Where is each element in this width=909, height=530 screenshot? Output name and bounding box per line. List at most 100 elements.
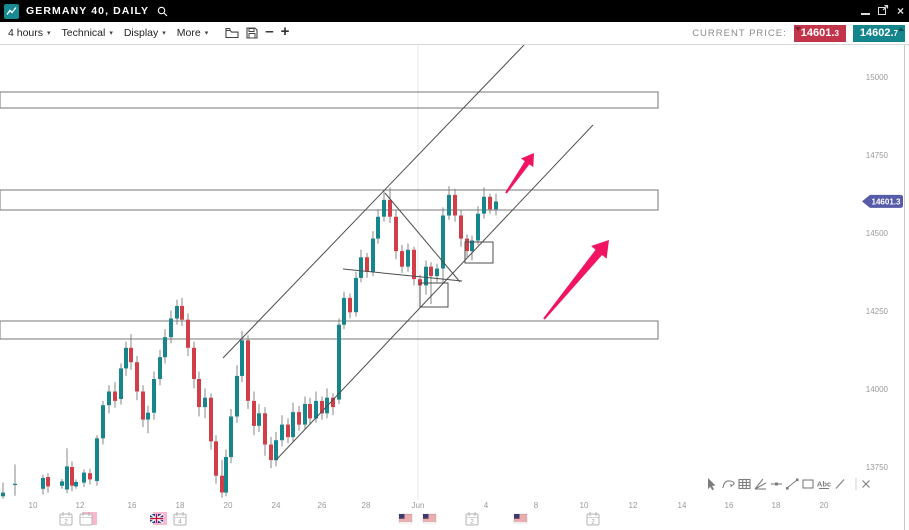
trendline-icon[interactable]: [786, 478, 799, 490]
candle-body: [240, 340, 244, 376]
supply-demand-zone[interactable]: [0, 91, 659, 109]
chevron-down-icon: ▾: [204, 30, 209, 37]
drawn-rectangle[interactable]: [464, 241, 494, 264]
candle-body: [197, 379, 201, 408]
drawn-arrow[interactable]: [543, 240, 609, 320]
time-axis-label: 20: [224, 501, 233, 510]
candle-body: [119, 368, 123, 399]
candle-body: [429, 266, 433, 277]
arrow-down-icon: [794, 26, 801, 31]
candle-body: [192, 347, 196, 379]
current-price-tag: 14601.3: [862, 194, 903, 208]
chevron-down-icon: ▾: [109, 30, 113, 37]
curved-arrow-icon[interactable]: [722, 480, 735, 489]
calendar-event-icon[interactable]: 2: [59, 512, 73, 526]
candle-body: [314, 400, 318, 419]
candle-body: [224, 457, 228, 493]
technical-menu[interactable]: Technical ▾: [61, 27, 113, 39]
uk-flag-icon[interactable]: [149, 512, 167, 525]
trendline[interactable]: [384, 192, 461, 283]
candle-body: [269, 444, 273, 461]
time-axis-label: 26: [318, 501, 327, 510]
candle-body: [113, 391, 117, 401]
buy-price-badge[interactable]: 14602.7: [852, 24, 905, 42]
cursor-pen-icon[interactable]: [708, 478, 716, 491]
time-axis[interactable]: 10 12 16 18 20 24 26 28 Jun 4 8 10 12 14 16 18 20: [29, 501, 829, 510]
candle-body: [376, 216, 380, 239]
close-button[interactable]: ×: [896, 4, 904, 18]
candle-body: [60, 481, 64, 486]
close-icon[interactable]: [862, 480, 870, 488]
text-icon[interactable]: Abc: [817, 480, 831, 490]
popout-icon[interactable]: [877, 2, 889, 20]
candle-body: [13, 483, 17, 485]
trendline[interactable]: [342, 268, 463, 282]
us-flag-icon[interactable]: [513, 513, 528, 524]
time-axis-label: 12: [629, 501, 638, 510]
grid-icon[interactable]: [738, 478, 751, 490]
candle-body: [459, 215, 463, 239]
calendar-event-icon[interactable]: [79, 512, 97, 526]
price-axis[interactable]: 15000 14750 14500 14250 14000 13750: [866, 73, 889, 472]
chart-title: GERMANY 40, DAILY: [26, 5, 150, 17]
search-icon[interactable]: [157, 6, 168, 17]
candle-body: [274, 440, 278, 461]
candle-body: [424, 266, 428, 286]
zoom-in-button[interactable]: +: [280, 23, 290, 40]
zoom-out-button[interactable]: –: [265, 23, 274, 40]
time-axis-label: 16: [128, 501, 137, 510]
display-menu[interactable]: Display ▾: [123, 27, 166, 39]
calendar-event-icon[interactable]: 2: [586, 512, 600, 526]
candle-body: [342, 297, 346, 325]
candle-body: [146, 412, 150, 420]
horizontal-line-icon[interactable]: [771, 482, 782, 486]
candle-body: [388, 199, 392, 217]
drawn-arrow[interactable]: [505, 153, 534, 194]
sell-price-badge[interactable]: 14601.3: [793, 24, 846, 42]
trendline[interactable]: [275, 124, 594, 461]
folder-icon[interactable]: [225, 27, 239, 39]
calendar-event-icon[interactable]: 4: [173, 512, 187, 526]
calendar-event-icon[interactable]: 2: [465, 512, 479, 526]
candle-body: [124, 347, 128, 369]
us-flag-icon[interactable]: [398, 513, 413, 524]
arrow-up-icon: [898, 26, 904, 31]
candle-body: [382, 199, 386, 217]
save-icon[interactable]: [246, 27, 258, 39]
timeframe-dropdown[interactable]: 4 hours ▾: [8, 27, 51, 39]
diagonal-line-icon[interactable]: [835, 479, 845, 489]
supply-demand-zone[interactable]: [0, 189, 659, 211]
candle-body: [101, 405, 105, 439]
minimize-button[interactable]: [860, 13, 870, 15]
price-axis-label: 13750: [866, 463, 889, 472]
candle-body: [220, 475, 224, 493]
price-axis-label: 14250: [866, 307, 889, 316]
rectangle-icon[interactable]: [802, 479, 814, 489]
time-axis-label: 16: [725, 501, 734, 510]
drawn-rectangle[interactable]: [419, 282, 449, 308]
us-flag-icon[interactable]: [422, 513, 437, 524]
candle-body: [400, 251, 404, 267]
candle-body: [214, 441, 218, 476]
candle-body: [180, 306, 184, 320]
svg-text:2: 2: [591, 520, 595, 526]
candle-body: [303, 404, 307, 425]
time-axis-label: 24: [272, 501, 281, 510]
candle-body: [354, 277, 358, 313]
candle-body: [1, 492, 5, 497]
candle-body: [152, 379, 156, 413]
more-menu[interactable]: More ▾: [176, 27, 209, 39]
candle-body: [359, 257, 363, 278]
candle-body: [297, 412, 301, 425]
candle-body: [365, 257, 369, 272]
candle-body: [348, 297, 352, 313]
fan-lines-icon[interactable]: [754, 478, 767, 490]
trendline[interactable]: [222, 45, 525, 359]
time-axis-label: 18: [176, 501, 185, 510]
supply-demand-zone[interactable]: [0, 320, 659, 340]
svg-text:Abc: Abc: [817, 480, 831, 489]
candle-body: [331, 397, 335, 408]
time-axis-label: 20: [820, 501, 829, 510]
candle-body: [418, 279, 422, 286]
